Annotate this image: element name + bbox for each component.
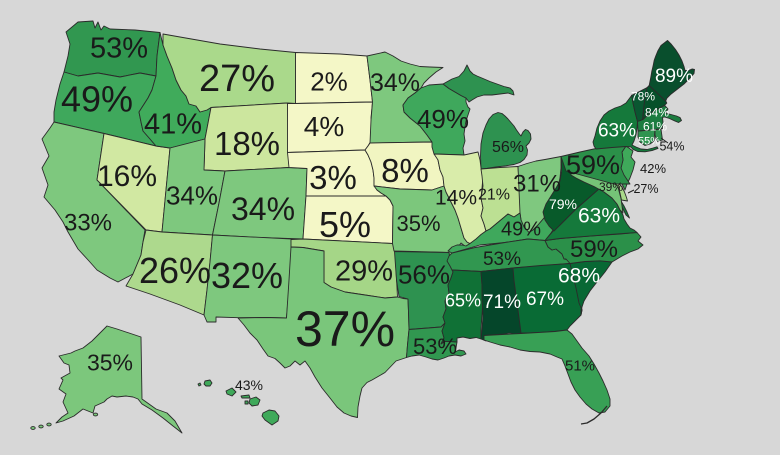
svg-text:63%: 63% <box>578 205 620 228</box>
svg-text:2%: 2% <box>310 67 348 97</box>
svg-text:42%: 42% <box>640 161 666 176</box>
svg-text:67%: 67% <box>526 289 564 310</box>
svg-text:61%: 61% <box>643 119 667 133</box>
svg-text:35%: 35% <box>87 349 133 375</box>
svg-text:32%: 32% <box>211 255 283 296</box>
svg-text:68%: 68% <box>558 265 600 288</box>
svg-text:34%: 34% <box>370 69 420 97</box>
svg-text:8%: 8% <box>381 152 429 189</box>
svg-text:31%: 31% <box>513 171 561 198</box>
svg-text:27%: 27% <box>633 182 658 196</box>
svg-text:51%: 51% <box>565 358 595 375</box>
svg-text:26%: 26% <box>139 250 211 291</box>
svg-text:53%: 53% <box>90 33 148 65</box>
svg-text:56%: 56% <box>492 139 524 156</box>
svg-text:53%: 53% <box>413 334 457 359</box>
svg-text:59%: 59% <box>566 150 620 180</box>
svg-text:43%: 43% <box>235 377 263 393</box>
svg-text:84%: 84% <box>645 105 669 119</box>
svg-text:16%: 16% <box>97 160 157 193</box>
svg-text:5%: 5% <box>319 204 371 245</box>
svg-text:14%: 14% <box>435 187 477 210</box>
svg-text:89%: 89% <box>655 66 693 87</box>
svg-text:33%: 33% <box>64 210 112 237</box>
svg-text:34%: 34% <box>166 181 218 211</box>
svg-text:21%: 21% <box>478 186 510 203</box>
svg-text:65%: 65% <box>445 291 481 311</box>
svg-text:27%: 27% <box>199 58 275 100</box>
svg-text:29%: 29% <box>335 256 393 288</box>
svg-text:35%: 35% <box>396 211 440 236</box>
svg-text:37%: 37% <box>295 301 395 357</box>
svg-text:39%: 39% <box>599 180 623 194</box>
svg-text:78%: 78% <box>631 89 655 103</box>
svg-text:4%: 4% <box>304 111 344 142</box>
svg-text:3%: 3% <box>309 159 357 196</box>
svg-text:54%: 54% <box>659 140 684 154</box>
svg-text:63%: 63% <box>598 120 636 141</box>
svg-text:18%: 18% <box>214 125 280 162</box>
svg-text:55%: 55% <box>638 136 660 148</box>
svg-text:49%: 49% <box>501 218 541 240</box>
svg-text:49%: 49% <box>61 79 133 120</box>
svg-text:71%: 71% <box>483 292 521 313</box>
svg-text:41%: 41% <box>144 109 202 141</box>
svg-text:53%: 53% <box>483 249 521 270</box>
svg-text:59%: 59% <box>570 236 618 263</box>
svg-text:79%: 79% <box>549 196 577 212</box>
svg-text:49%: 49% <box>417 104 469 134</box>
svg-text:56%: 56% <box>398 260 450 290</box>
svg-text:34%: 34% <box>231 191 295 227</box>
